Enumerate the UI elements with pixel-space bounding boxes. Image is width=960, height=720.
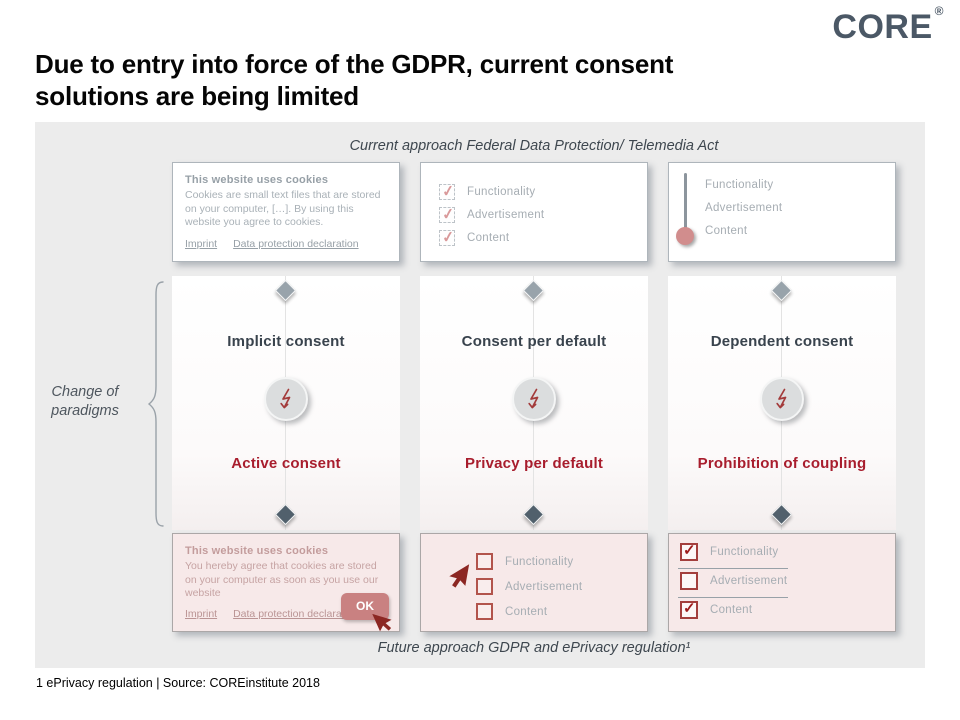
- checkbox-panel-future: Functionality Advertisement Content: [420, 533, 648, 632]
- cookie-banner-links: Imprint Data protection declaration: [185, 238, 375, 250]
- checkbox-label: Advertisement: [467, 209, 545, 221]
- page-title: Due to entry into force of the GDPR, cur…: [35, 48, 795, 112]
- slider-panel-current: Functionality Advertisement Content: [668, 162, 896, 262]
- mouse-cursor-icon: [449, 564, 470, 588]
- checkbox-advertisement[interactable]: [680, 572, 698, 590]
- lightning-icon: [512, 377, 556, 421]
- checkbox-content[interactable]: [476, 603, 493, 620]
- diamond-top-icon: [770, 279, 793, 302]
- checkbox-row: Advertisement: [476, 578, 582, 595]
- cookie-banner-links: Imprint Data protection declaration: [185, 608, 375, 620]
- checkbox-label: Functionality: [467, 186, 536, 198]
- data-protection-link[interactable]: Data protection declaration: [233, 608, 359, 620]
- cookie-banner-heading: This website uses cookies: [185, 174, 329, 186]
- caption-future-approach: Future approach GDPR and ePrivacy regula…: [377, 640, 691, 656]
- diamond-top-icon: [522, 279, 545, 302]
- core-logo-text: CORE: [832, 8, 933, 46]
- footnote-source: 1 ePrivacy regulation | Source: COREinst…: [36, 676, 320, 690]
- diamond-top-icon: [274, 279, 297, 302]
- lightning-icon: [760, 377, 804, 421]
- slider-label: Advertisement: [705, 202, 783, 214]
- diamond-bottom-icon: [522, 503, 545, 526]
- checkbox-functionality[interactable]: [439, 184, 455, 200]
- transition-panel: Dependent consent Prohibition of couplin…: [668, 276, 896, 530]
- diamond-bottom-icon: [770, 503, 793, 526]
- checkbox-row: Advertisement: [439, 207, 544, 223]
- checkbox-advertisement[interactable]: [476, 578, 493, 595]
- column-consent-per-default: Functionality Advertisement Content Cons…: [420, 122, 648, 668]
- checkbox-label: Advertisement: [505, 580, 583, 593]
- registered-mark: ®: [934, 4, 944, 18]
- curly-brace: [147, 281, 164, 527]
- diagram-area: Current approach Federal Data Protection…: [35, 122, 925, 668]
- slider-track: [684, 173, 687, 239]
- current-consent-label: Dependent consent: [710, 333, 854, 350]
- cookie-banner-future: This website uses cookies You hereby agr…: [172, 533, 400, 632]
- imprint-link[interactable]: Imprint: [185, 608, 218, 620]
- page-title-line1: Due to entry into force of the GDPR, cur…: [35, 49, 674, 79]
- current-consent-label: Consent per default: [461, 333, 607, 350]
- column-implicit-consent: This website uses cookies Cookies are sm…: [172, 122, 400, 668]
- checkbox-row: Functionality: [476, 553, 573, 570]
- checkbox-label: Content: [710, 604, 753, 616]
- future-consent-label: Privacy per default: [464, 455, 604, 472]
- checkbox-panel-future: Functionality Advertisement Content: [668, 533, 896, 632]
- diamond-bottom-icon: [274, 503, 297, 526]
- caption-current-approach: Current approach Federal Data Protection…: [349, 138, 719, 154]
- checkbox-content[interactable]: [439, 230, 455, 246]
- cookie-banner-heading: This website uses cookies: [185, 545, 329, 557]
- row-divider: [678, 597, 788, 598]
- checkbox-content[interactable]: [680, 599, 698, 619]
- checkbox-panel-current: Functionality Advertisement Content: [420, 162, 648, 262]
- ok-button[interactable]: OK: [341, 593, 389, 620]
- transition-panel: Implicit consent Active consent: [172, 276, 400, 530]
- checkbox-row: Content: [439, 230, 509, 246]
- core-logo: CORE ®: [832, 4, 944, 47]
- slider-label: Content: [705, 225, 748, 237]
- mouse-cursor-icon: [372, 613, 392, 632]
- checkbox-label: Content: [467, 232, 510, 244]
- future-consent-label: Prohibition of coupling: [697, 455, 867, 472]
- current-consent-label: Implicit consent: [227, 333, 345, 350]
- row-divider: [678, 568, 788, 569]
- imprint-link[interactable]: Imprint: [185, 238, 218, 250]
- checkbox-functionality[interactable]: [476, 553, 493, 570]
- cookie-banner-current: This website uses cookies Cookies are sm…: [172, 162, 400, 262]
- checkbox-row: Advertisement: [680, 572, 787, 590]
- checkbox-label: Functionality: [505, 555, 574, 568]
- transition-panel: Consent per default Privacy per default: [420, 276, 648, 530]
- checkbox-label: Content: [505, 605, 548, 618]
- slider-label: Functionality: [705, 179, 774, 191]
- cookie-banner-body: Cookies are small text files that are st…: [185, 189, 381, 228]
- data-protection-link[interactable]: Data protection declaration: [233, 238, 359, 250]
- checkbox-advertisement[interactable]: [439, 207, 455, 223]
- checkbox-row: Functionality: [439, 184, 535, 200]
- change-of-paradigms-label: Change of paradigms: [51, 384, 119, 419]
- lightning-icon: [264, 377, 308, 421]
- checkbox-row: Content: [680, 599, 753, 619]
- checkbox-label: Advertisement: [710, 575, 788, 587]
- checkbox-functionality[interactable]: [680, 541, 698, 561]
- slider-knob[interactable]: [676, 227, 694, 245]
- column-dependent-consent: Functionality Advertisement Content Depe…: [668, 122, 896, 668]
- cookie-banner-body: You hereby agree that cookies are stored…: [185, 560, 379, 599]
- page-title-line2: solutions are being limited: [35, 81, 359, 111]
- checkbox-row: Content: [476, 603, 547, 620]
- checkbox-row: Functionality: [680, 541, 779, 561]
- future-consent-label: Active consent: [231, 455, 341, 472]
- checkbox-label: Functionality: [710, 546, 779, 558]
